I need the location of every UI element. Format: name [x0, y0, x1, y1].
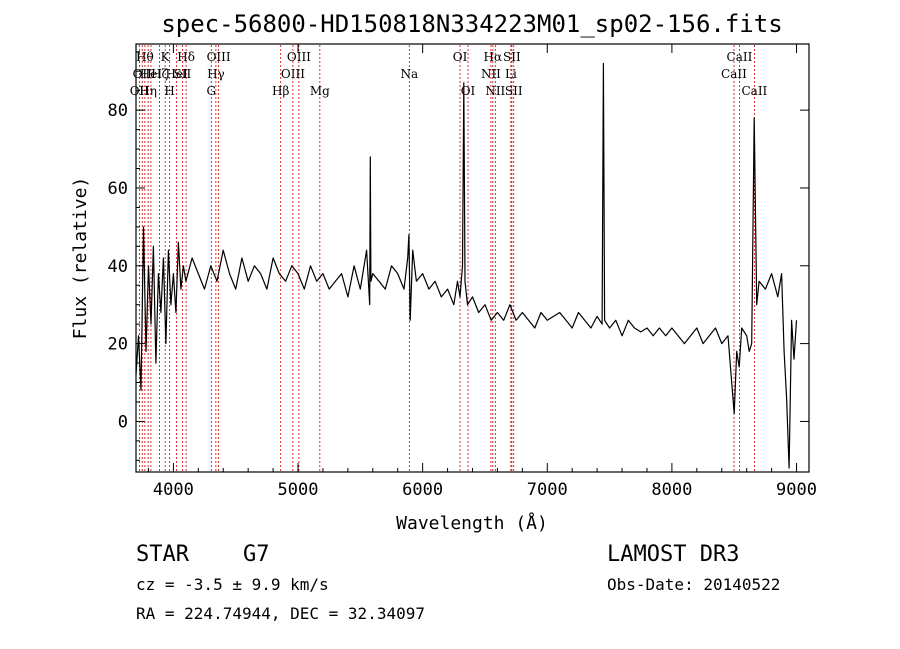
line-marker-label: Li — [505, 67, 517, 81]
x-tick-label: 7000 — [527, 480, 568, 500]
y-tick-label: 20 — [108, 335, 128, 355]
survey-name: LAMOST DR3 — [607, 542, 739, 567]
line-marker-label: SII — [503, 50, 521, 64]
x-tick-label: 4000 — [153, 480, 194, 500]
subclass: G7 — [243, 542, 270, 567]
line-marker-label: OIII — [281, 67, 305, 81]
obs-date: Obs-Date: 20140522 — [607, 575, 780, 594]
plot-frame — [135, 43, 810, 473]
spectral-line-markers — [138, 45, 755, 471]
line-marker-label: OIII — [287, 50, 311, 64]
spectral-line-labels: OIIOIIHθHηHeIHζKHHeISIIHδGHγOIIIHβOIIIOI… — [130, 50, 768, 98]
line-marker-label: SII — [174, 67, 192, 81]
line-marker-label: K — [161, 50, 171, 64]
line-marker-label: OI — [453, 50, 468, 64]
line-marker-label: CaII — [721, 67, 747, 81]
y-tick-label: 0 — [118, 412, 128, 432]
object-class: STAR — [136, 542, 190, 567]
line-marker-label: CaII — [727, 50, 753, 64]
x-tick-label: 6000 — [402, 480, 443, 500]
line-marker-label: CaII — [741, 84, 767, 98]
y-axis-label: Flux (relative) — [70, 177, 91, 340]
x-axis: 4000 5000 6000 7000 8000 9000 — [147, 44, 817, 500]
coordinates-text: RA = 224.74944, DEC = 32.34097 — [136, 604, 425, 623]
line-marker-label: NII — [481, 67, 501, 81]
line-marker-label: Mg — [310, 84, 330, 98]
line-marker-label: Hζ — [151, 67, 168, 81]
y-tick-label: 60 — [108, 179, 128, 199]
x-tick-label: 5000 — [278, 480, 319, 500]
y-axis: 0 20 40 60 80 — [108, 51, 809, 461]
line-marker-label: Hη — [139, 84, 157, 98]
line-marker-label: HeI — [165, 67, 188, 81]
x-tick-label: 8000 — [651, 480, 692, 500]
x-tick-label: 9000 — [776, 480, 817, 500]
x-axis-label: Wavelength (Å) — [396, 512, 548, 534]
line-marker-label: G — [206, 84, 216, 98]
redshift-text: cz = -3.5 ± 9.9 km/s — [136, 575, 329, 594]
line-marker-label: Hα — [484, 50, 503, 64]
chart-title: spec-56800-HD150818N334223M01_sp02-156.f… — [161, 10, 782, 38]
spectrum-line — [135, 62, 798, 469]
line-marker-label: Na — [400, 67, 418, 81]
line-marker-label: NII — [485, 84, 505, 98]
line-marker-label: Hγ — [207, 67, 225, 81]
line-marker-label: OI — [461, 84, 476, 98]
line-marker-label: HeI — [140, 67, 163, 81]
y-tick-label: 80 — [108, 101, 128, 121]
line-marker-label: Hδ — [177, 50, 195, 64]
line-marker-label: OIII — [207, 50, 231, 64]
line-marker-label: Hθ — [136, 50, 154, 64]
line-marker-label: H — [164, 84, 174, 98]
line-marker-label: OII — [133, 67, 153, 81]
line-marker-label: Hβ — [272, 84, 289, 98]
line-marker-label: SII — [505, 84, 523, 98]
y-tick-label: 40 — [108, 257, 128, 277]
